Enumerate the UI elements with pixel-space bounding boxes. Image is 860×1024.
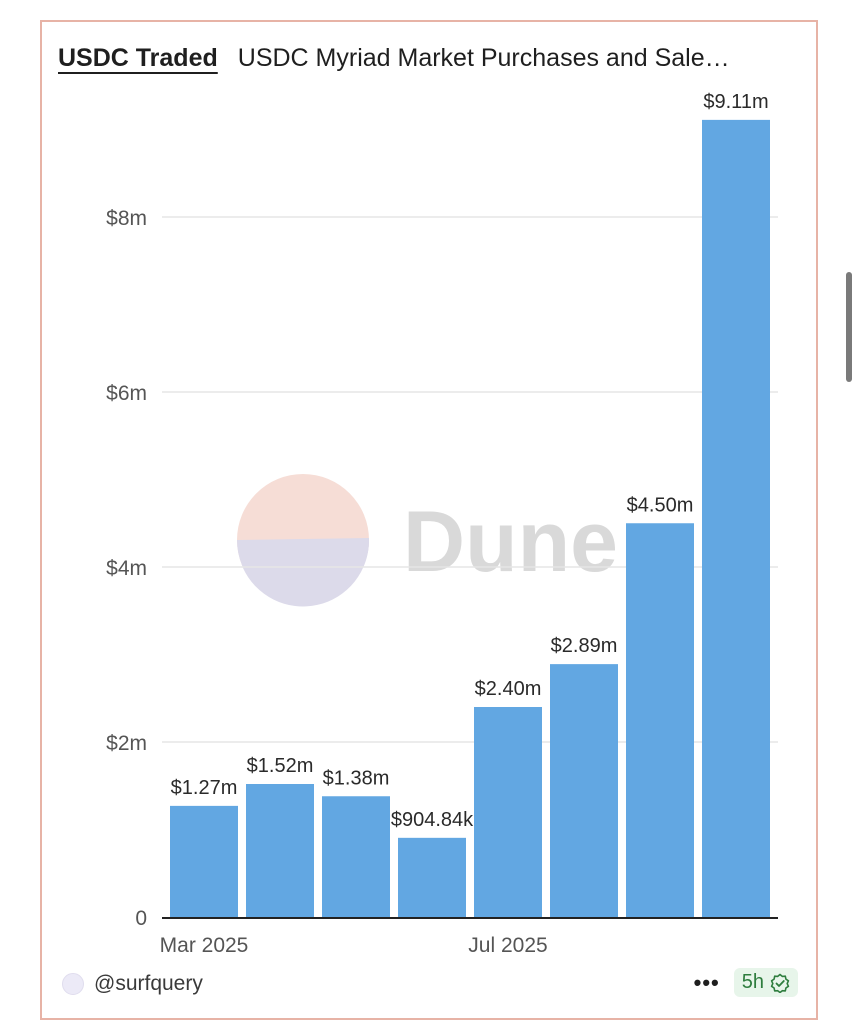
bar[interactable] [170,805,238,917]
bar[interactable] [474,707,542,917]
y-axis-ticks: 0 $2m $4m $6m $8m [106,207,147,930]
refresh-age: 5h [741,971,764,993]
data-labels: $1.27m $1.52m $1.38m$904.84k $2.40m $2.89m $4… [171,91,769,831]
chart-header: USDC Traded USDC Myriad Market Purchases … [58,44,730,73]
footer-actions: ••• 5h [694,968,798,997]
tab-usdc-traded[interactable]: USDC Traded [58,44,218,72]
bar[interactable] [626,523,694,917]
data-label: $9.11m [703,91,768,113]
bar[interactable] [398,837,466,917]
data-label: $1.38m [323,767,390,789]
bar[interactable] [702,119,770,917]
data-label: $1.52m [247,755,314,777]
bars [170,119,770,917]
refresh-status-badge[interactable]: 5h [733,968,798,997]
dune-watermark: Dune [237,474,618,607]
bar[interactable] [322,796,390,917]
data-label: $2.89m [551,635,618,657]
data-label: $904.84k [391,809,474,831]
check-badge-icon [770,973,790,993]
bar[interactable] [246,784,314,917]
x-axis-ticks: Mar 2025 Jul 2025 [160,934,548,957]
y-tick-label: $8m [106,207,147,230]
author-name[interactable]: @surfquery [94,972,203,995]
y-tick-label: $2m [106,732,147,755]
more-options-button[interactable]: ••• [693,969,720,995]
avatar [62,973,84,995]
x-tick-label: Mar 2025 [160,934,249,957]
data-label: $4.50m [627,494,694,516]
y-tick-label: $4m [106,557,147,580]
chart-title[interactable]: USDC Myriad Market Purchases and Sale… [237,44,730,72]
watermark-text: Dune [403,494,618,590]
data-label: $2.40m [475,678,542,700]
author-info[interactable]: @surfquery [62,972,203,996]
y-tick-label: $6m [106,382,147,405]
scrollbar[interactable] [846,272,852,382]
y-tick-label: 0 [135,907,147,930]
data-label: $1.27m [171,777,238,799]
x-tick-label: Jul 2025 [468,934,547,957]
bar[interactable] [550,664,618,917]
